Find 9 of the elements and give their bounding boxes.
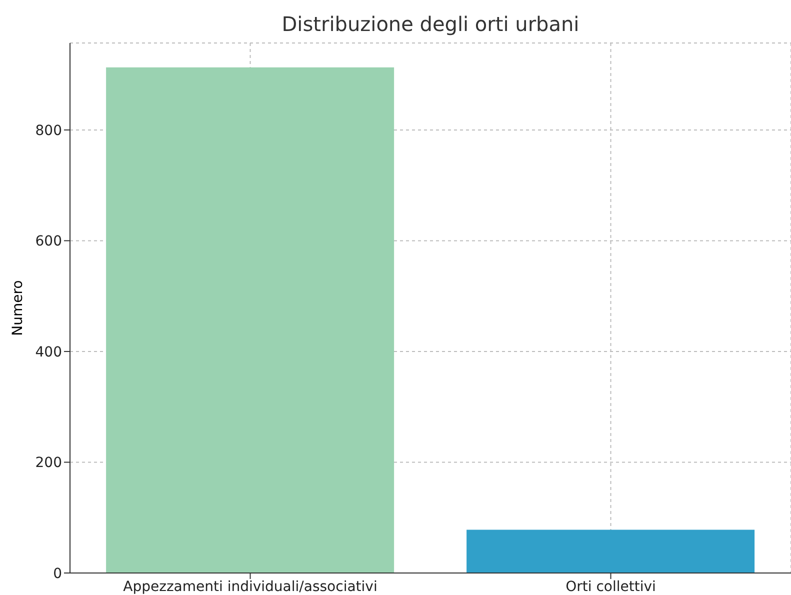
y-axis-title: Numero (10, 280, 26, 336)
x-tick-label: Orti collettivi (566, 578, 656, 595)
x-tick-label: Appezzamenti individuali/associativi (123, 578, 378, 595)
y-tick-label: 200 (35, 455, 62, 472)
y-tick-label: 800 (35, 122, 62, 139)
y-tick-label: 600 (35, 234, 62, 250)
y-tick-label: 0 (53, 566, 62, 582)
chart-title: Distribuzione degli orti urbani (280, 12, 580, 36)
y-tick-label: 400 (35, 344, 62, 360)
